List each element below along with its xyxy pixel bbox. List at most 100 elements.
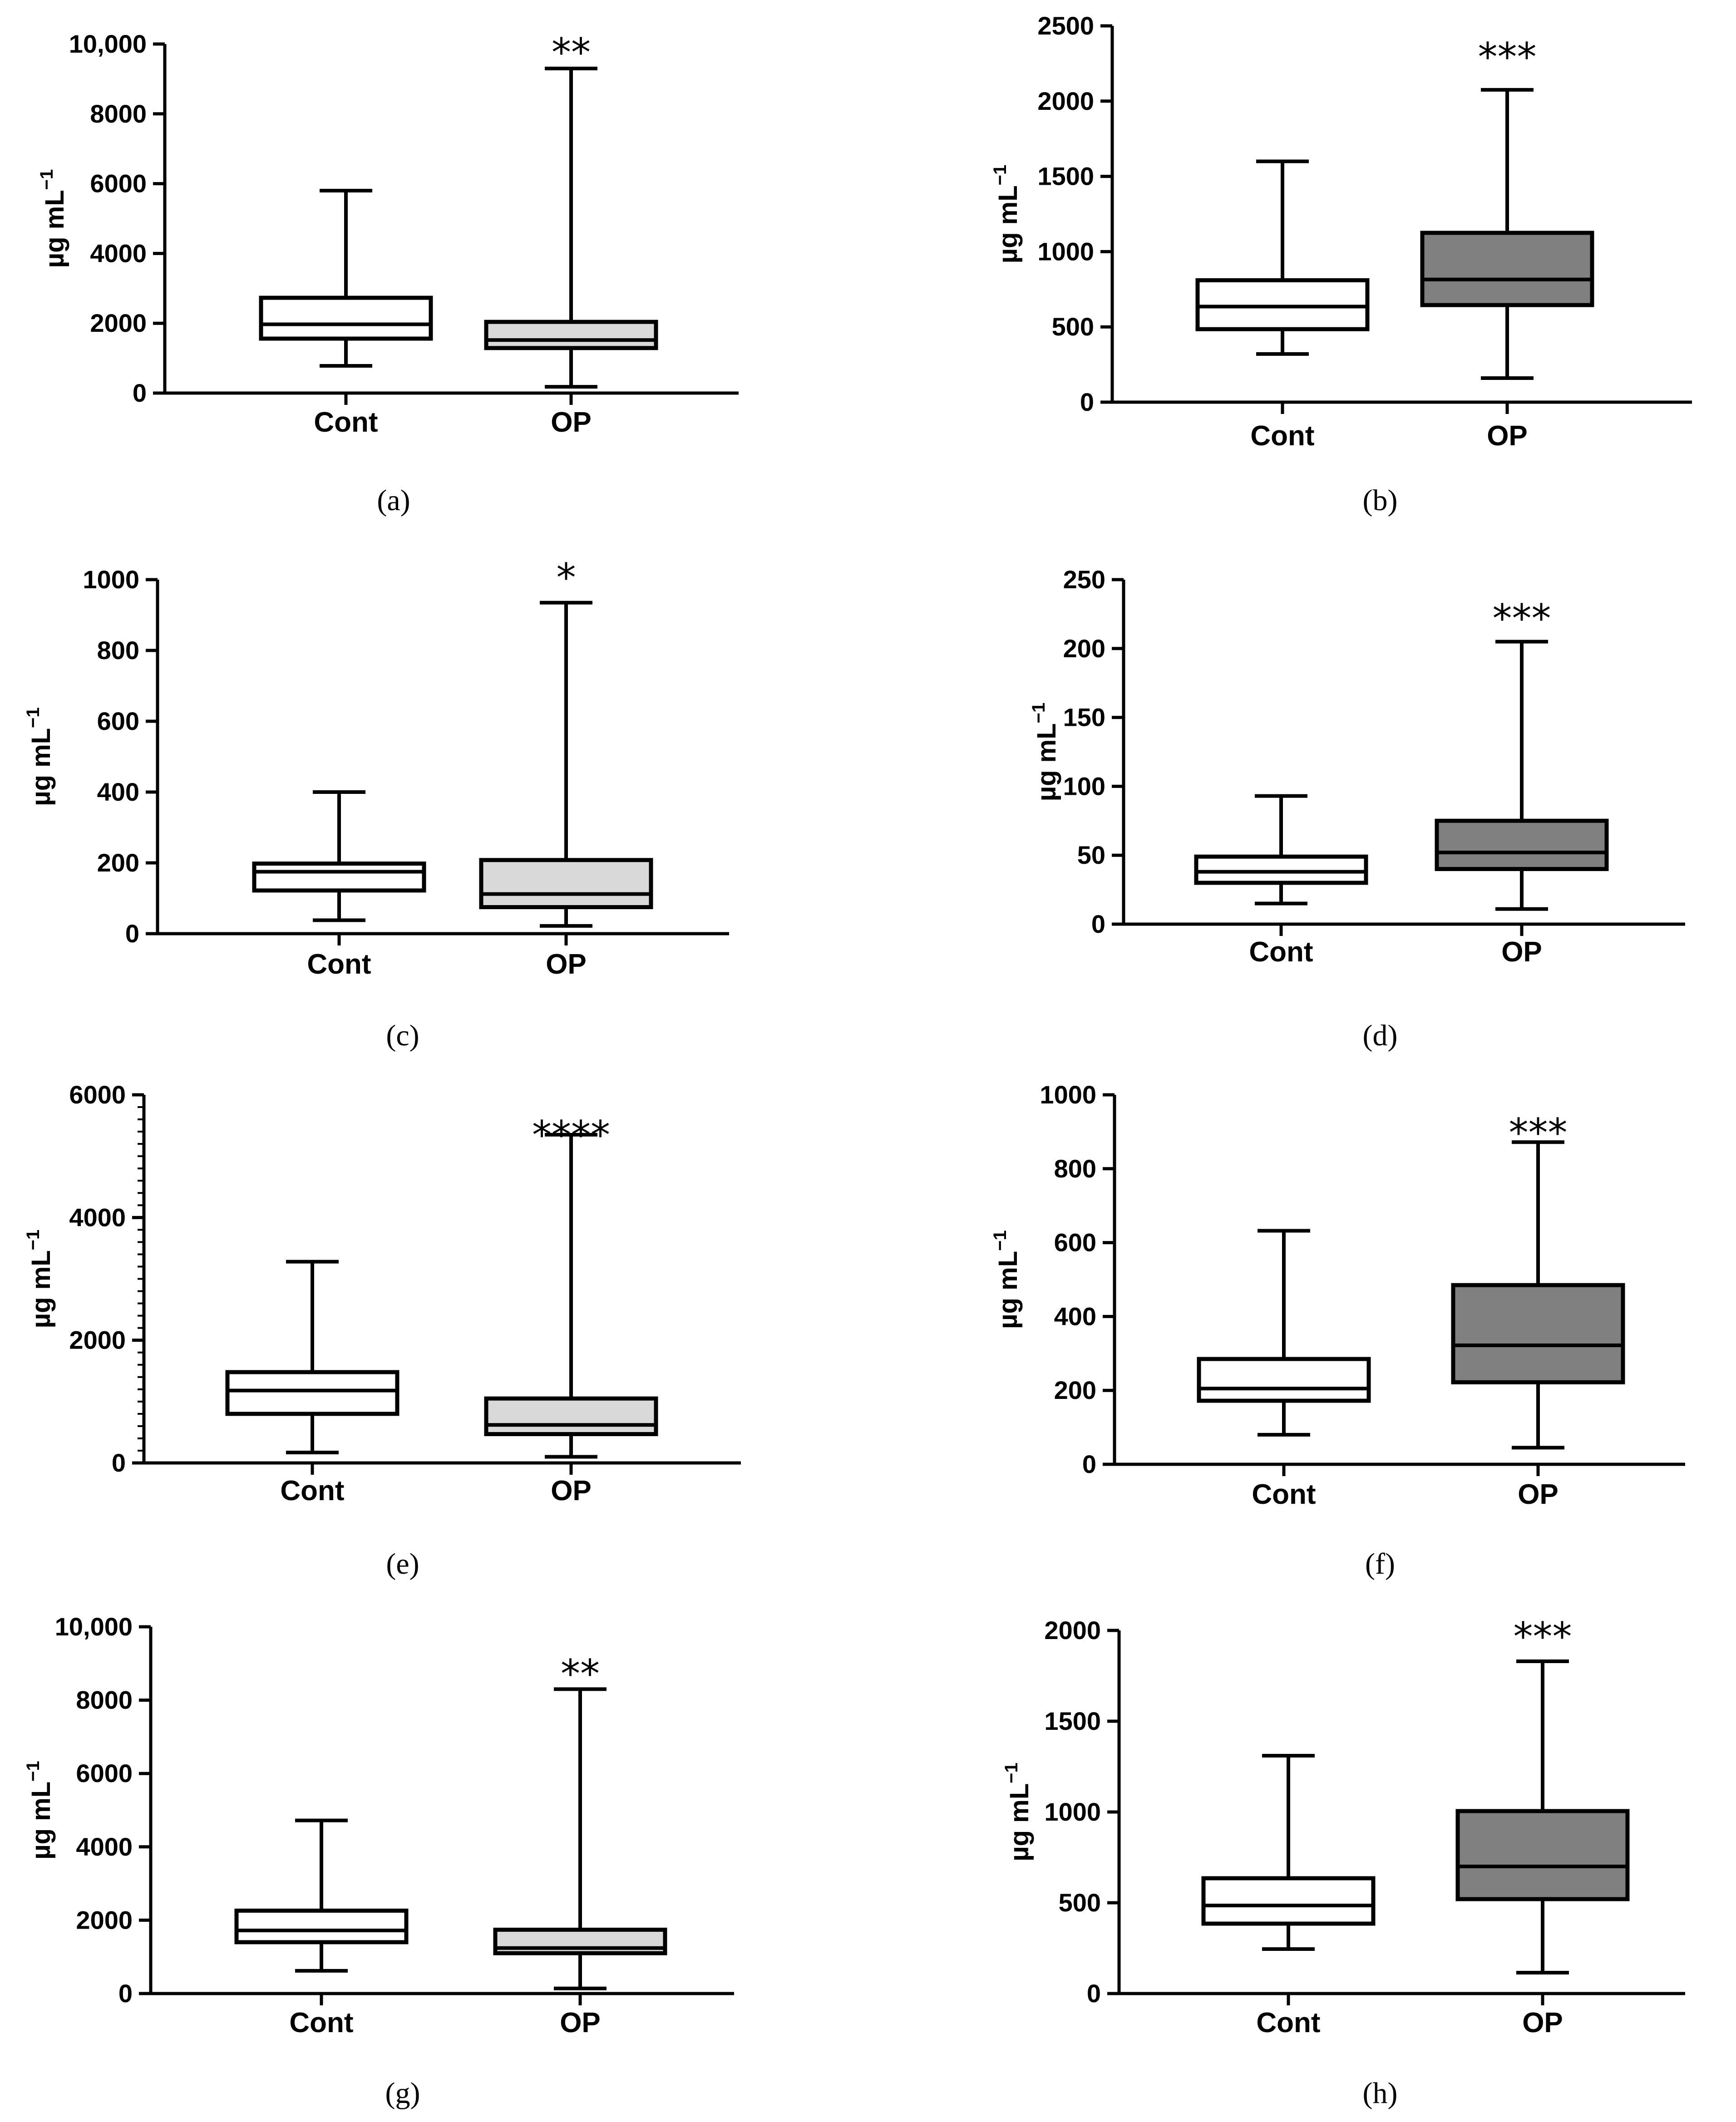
box-op bbox=[1455, 1659, 1630, 1974]
category-label-op: OP bbox=[551, 1475, 592, 1507]
category-label-op: OP bbox=[1518, 1479, 1558, 1510]
y-axis-label-superscript: −1 bbox=[23, 707, 43, 728]
y-axis-label-text: µg mL bbox=[40, 190, 69, 268]
y-tick-label: 800 bbox=[97, 636, 139, 665]
iqr-box bbox=[225, 1370, 399, 1416]
box-cont bbox=[259, 188, 433, 368]
y-axis-label-text: µg mL bbox=[26, 1782, 56, 1860]
y-axis-label: µg mL−1 bbox=[23, 1230, 56, 1329]
y-tick-label: 4000 bbox=[90, 239, 147, 267]
significance-marker: *** bbox=[1514, 1614, 1572, 1659]
box-cont bbox=[1197, 1229, 1371, 1437]
category-label-op: OP bbox=[560, 2007, 601, 2038]
y-axis-label-superscript: −1 bbox=[990, 165, 1010, 186]
panel-c: 0 200 400 600 800 1000 Cont OP * µg mL−1 (c) bbox=[23, 555, 729, 1052]
significance-marker: *** bbox=[1478, 34, 1537, 80]
y-tick-label: 10,000 bbox=[55, 1612, 133, 1641]
significance-marker: **** bbox=[532, 1113, 610, 1158]
y-tick-label: 6000 bbox=[76, 1759, 133, 1787]
y-tick-label: 400 bbox=[97, 778, 139, 806]
iqr-box bbox=[1201, 1876, 1376, 1926]
y-tick-label: 400 bbox=[1054, 1302, 1096, 1330]
iqr-box bbox=[1455, 1809, 1630, 1901]
box-op bbox=[1420, 88, 1594, 380]
category-label-cont: Cont bbox=[314, 407, 378, 438]
y-tick-label: 1000 bbox=[1040, 1080, 1096, 1109]
y-tick-label: 0 bbox=[1087, 1979, 1101, 2008]
panel-label: (e) bbox=[386, 1547, 419, 1580]
y-tick-label: 1000 bbox=[1037, 237, 1094, 266]
y-tick-label: 0 bbox=[112, 1448, 126, 1477]
y-tick-label: 200 bbox=[97, 848, 139, 877]
y-axis-label-text: µg mL bbox=[993, 1251, 1023, 1329]
iqr-box bbox=[252, 862, 426, 893]
y-tick-label: 6000 bbox=[90, 169, 147, 198]
y-axis-label-text: µg mL bbox=[1032, 723, 1061, 801]
category-label-op: OP bbox=[1522, 2007, 1563, 2038]
iqr-box bbox=[1451, 1283, 1625, 1384]
category-label-cont: Cont bbox=[307, 949, 371, 980]
panel-label: (b) bbox=[1363, 484, 1398, 517]
y-tick-label: 150 bbox=[1063, 703, 1105, 732]
y-tick-label: 0 bbox=[133, 379, 147, 407]
iqr-box bbox=[484, 1396, 658, 1436]
y-tick-label: 0 bbox=[1082, 1450, 1096, 1478]
iqr-box bbox=[1420, 231, 1594, 307]
significance-marker: ** bbox=[552, 30, 591, 75]
category-label-cont: Cont bbox=[1250, 420, 1314, 452]
y-tick-label: 4000 bbox=[76, 1832, 133, 1861]
category-label-op: OP bbox=[1487, 420, 1528, 452]
y-tick-label: 10,000 bbox=[69, 30, 147, 58]
y-axis-label-text: µg mL bbox=[26, 1250, 56, 1328]
panel-a: 0 2000 4000 6000 8000 10,000 Cont OP ** µg mL−1 (a… bbox=[37, 30, 739, 517]
category-label-cont: Cont bbox=[280, 1475, 344, 1507]
panel-label: (h) bbox=[1363, 2077, 1398, 2110]
y-tick-label: 1000 bbox=[83, 565, 139, 594]
y-tick-label: 600 bbox=[97, 707, 139, 735]
y-axis-label: µg mL−1 bbox=[37, 169, 69, 268]
panel-h: 0 500 1000 1500 2000 Cont OP *** µg mL−1 (h) bbox=[1001, 1614, 1685, 2110]
box-cont bbox=[234, 1818, 409, 1973]
box-op bbox=[479, 601, 653, 928]
iqr-box bbox=[479, 858, 653, 910]
panel-label: (d) bbox=[1363, 1019, 1398, 1052]
category-label-cont: Cont bbox=[1249, 936, 1313, 968]
category-label-op: OP bbox=[546, 949, 587, 980]
y-tick-label: 0 bbox=[118, 1979, 133, 2008]
y-tick-label: 500 bbox=[1059, 1888, 1101, 1917]
y-axis-label: µg mL−1 bbox=[1029, 703, 1061, 802]
y-axis-label-superscript: −1 bbox=[37, 169, 57, 190]
panel-e: 0 2000 4000 6000 Cont OP **** µg mL−1 (e) bbox=[23, 1080, 741, 1580]
y-tick-label: 8000 bbox=[90, 99, 147, 128]
y-tick-label: 2000 bbox=[76, 1905, 133, 1934]
category-label-cont: Cont bbox=[1252, 1479, 1316, 1510]
y-tick-label: 200 bbox=[1054, 1376, 1096, 1404]
category-label-cont: Cont bbox=[1256, 2007, 1320, 2038]
iqr-box bbox=[259, 295, 433, 341]
y-tick-label: 2500 bbox=[1037, 11, 1094, 40]
y-tick-label: 600 bbox=[1054, 1228, 1096, 1257]
y-axis-label-superscript: −1 bbox=[1001, 1763, 1021, 1783]
category-label-cont: Cont bbox=[289, 2007, 353, 2038]
box-op bbox=[493, 1687, 667, 1990]
y-tick-label: 200 bbox=[1063, 634, 1105, 663]
y-axis-label: µg mL−1 bbox=[990, 1230, 1023, 1329]
y-tick-label: 2000 bbox=[69, 1326, 126, 1354]
y-axis-label-superscript: −1 bbox=[23, 1761, 43, 1782]
iqr-box bbox=[1197, 1357, 1371, 1403]
y-axis-label-text: µg mL bbox=[1005, 1783, 1034, 1861]
y-tick-label: 1500 bbox=[1044, 1707, 1101, 1735]
iqr-box bbox=[1435, 818, 1609, 871]
y-tick-label: 2000 bbox=[1037, 87, 1094, 115]
box-cont bbox=[1195, 159, 1370, 356]
box-op bbox=[1435, 640, 1609, 911]
category-label-op: OP bbox=[1501, 936, 1542, 968]
box-cont bbox=[1194, 794, 1368, 906]
y-axis-label-superscript: −1 bbox=[23, 1230, 43, 1251]
y-tick-label: 50 bbox=[1077, 841, 1105, 869]
panel-label: (c) bbox=[386, 1019, 419, 1052]
significance-marker: ** bbox=[561, 1651, 600, 1697]
y-axis-label-text: µg mL bbox=[993, 185, 1023, 263]
y-tick-label: 2000 bbox=[90, 309, 147, 337]
y-tick-label: 250 bbox=[1063, 565, 1105, 594]
